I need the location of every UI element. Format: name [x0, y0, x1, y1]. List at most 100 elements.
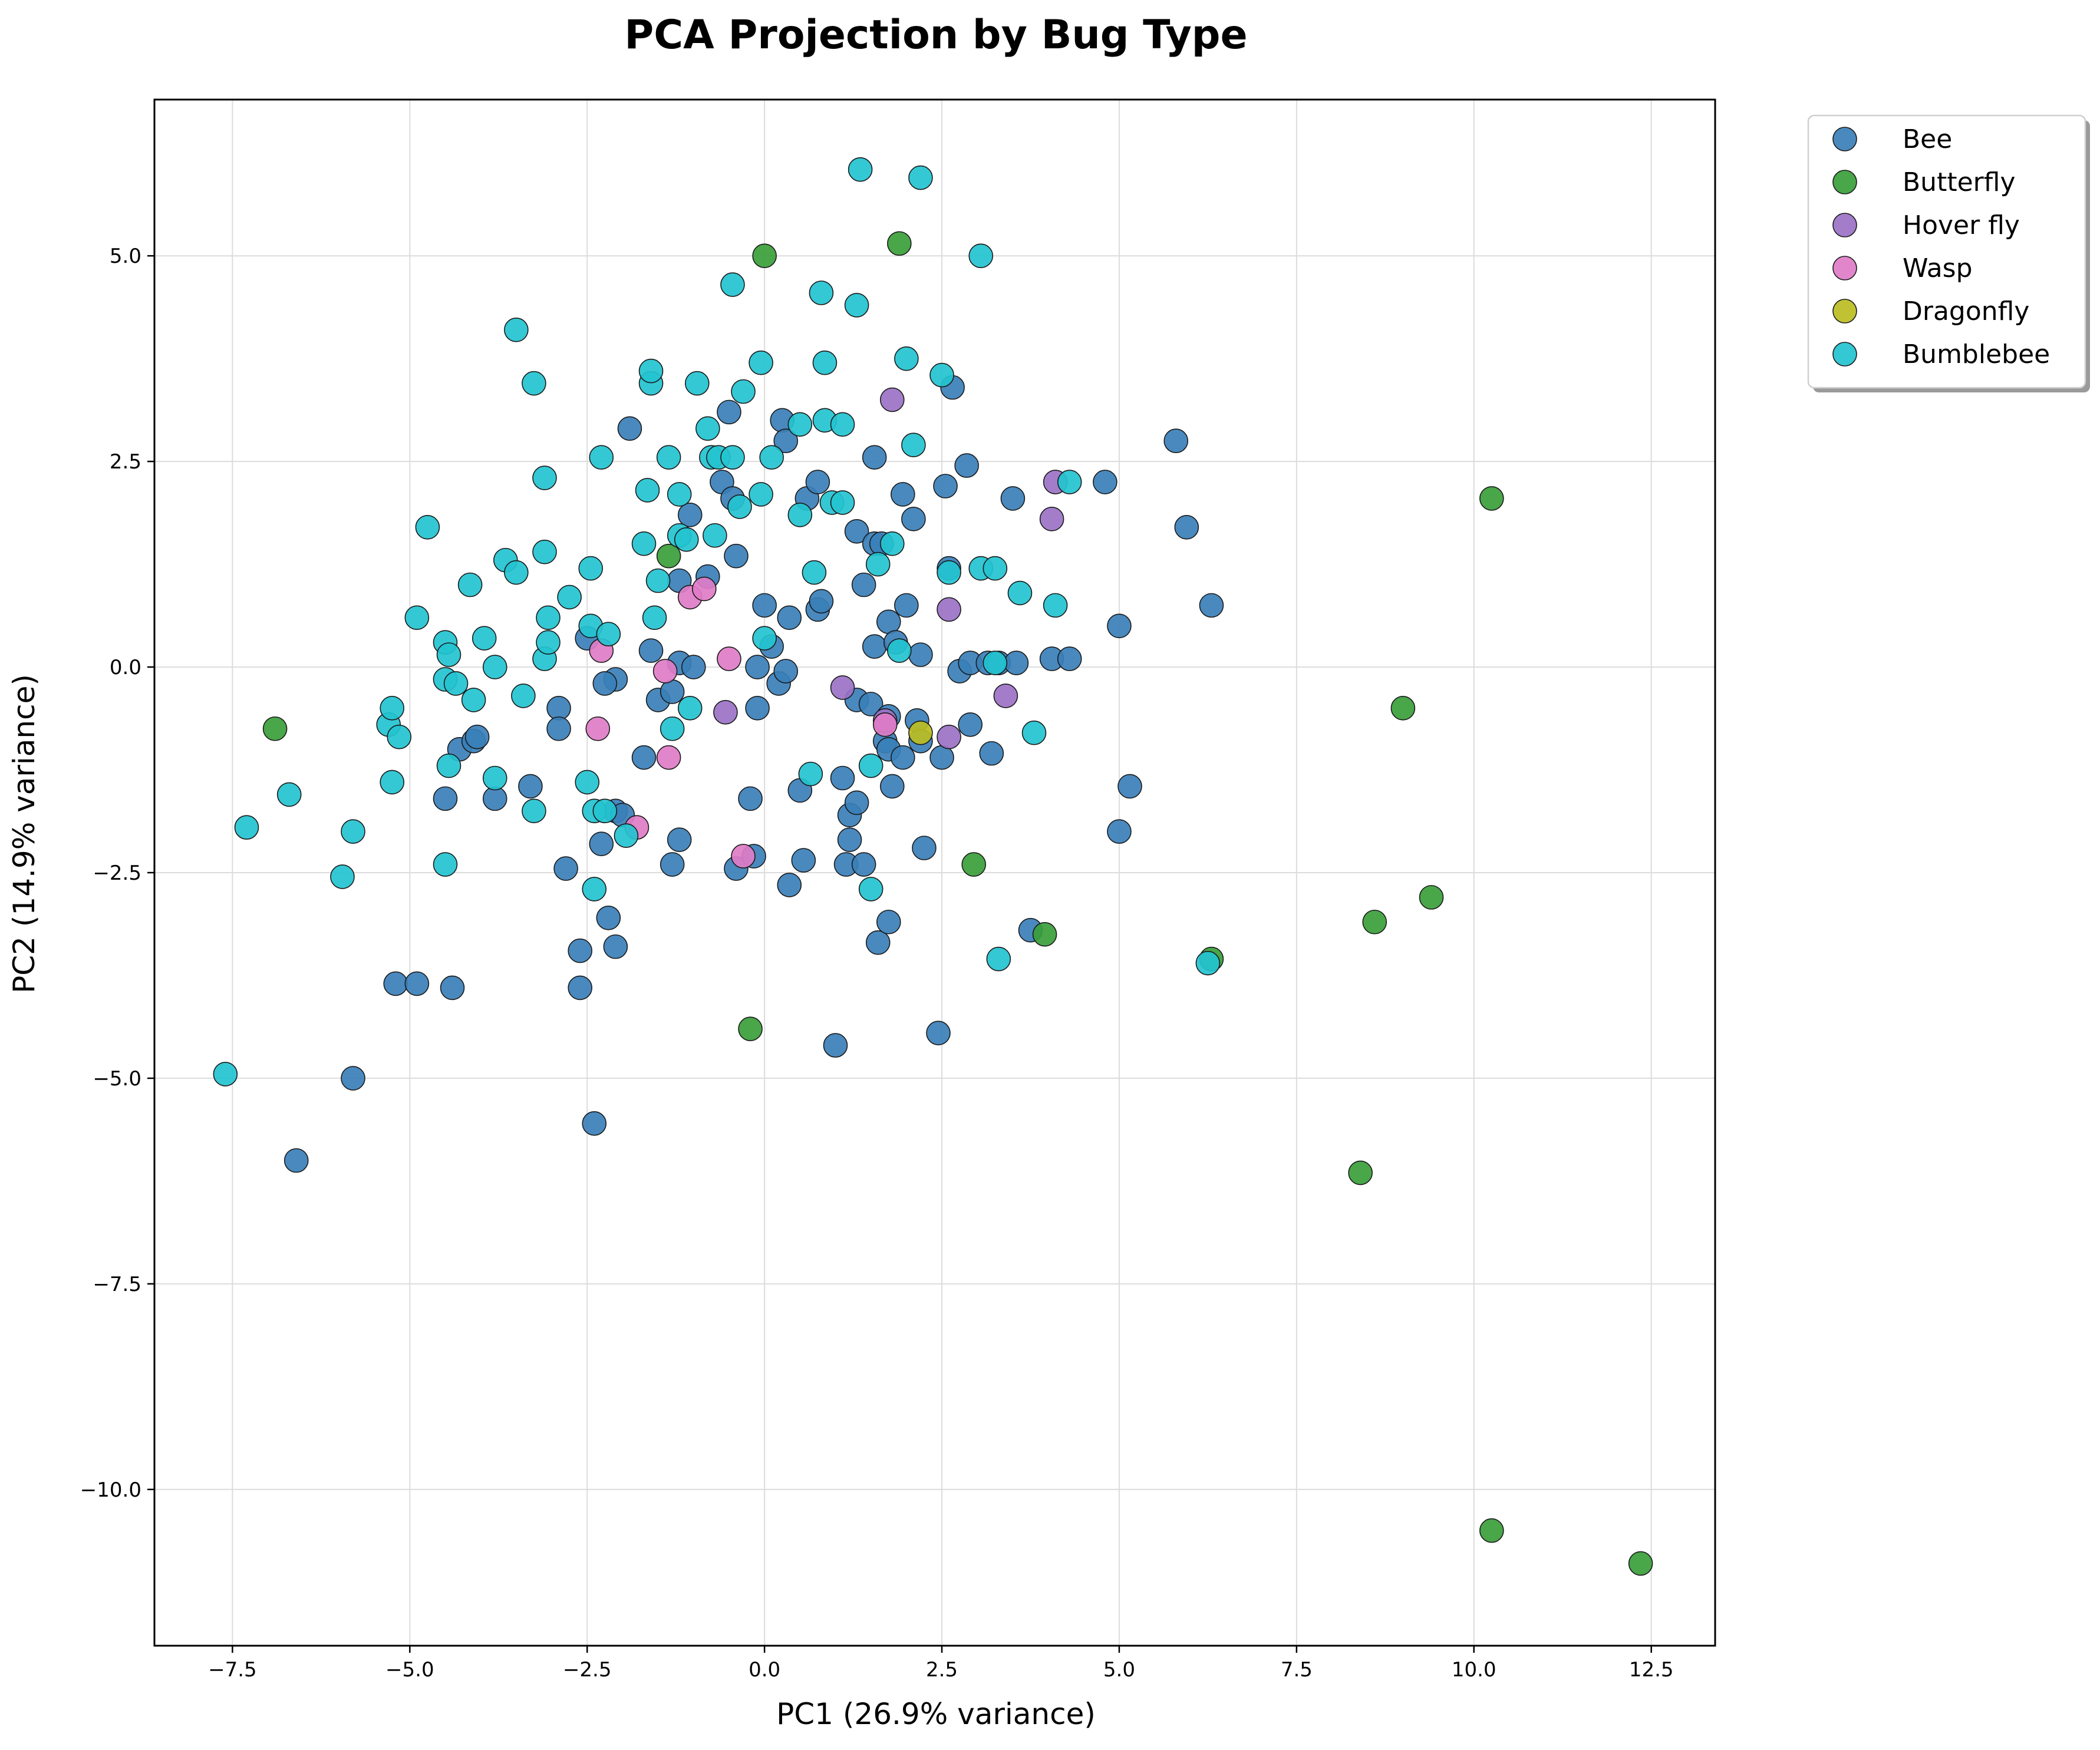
bumblebee-point	[983, 556, 1008, 581]
wasp-point	[872, 712, 898, 737]
butterfly-point	[1419, 885, 1444, 910]
hover-fly-point	[993, 684, 1018, 708]
bee-point	[773, 659, 799, 684]
x-tick-label: 7.5	[1281, 1658, 1313, 1682]
bee-point	[464, 724, 490, 749]
legend: Bee Butterfly Hover fly Wasp Dragonfly Bumble…	[1807, 114, 2090, 392]
chart-title: PCA Projection by Bug Type	[624, 12, 1247, 58]
bumblebee-point	[1057, 470, 1082, 494]
bumblebee-point	[443, 671, 469, 696]
bee-point	[954, 453, 979, 478]
bee-point	[837, 827, 862, 852]
bumblebee-point	[879, 531, 905, 556]
legend-marker-bee	[1832, 127, 1857, 151]
bumblebee-point	[436, 753, 461, 778]
bumblebee-point	[522, 798, 546, 824]
bumblebee-point	[635, 478, 660, 503]
bumblebee-point	[703, 523, 727, 548]
bee-point	[482, 786, 507, 811]
bumblebee-point	[213, 1062, 238, 1087]
bumblebee-point	[234, 815, 259, 840]
legend-label-hover-fly: Hover fly	[1903, 210, 2020, 240]
y-tick-label: 0.0	[110, 656, 141, 679]
x-tick-label: 12.5	[1629, 1658, 1674, 1682]
bee-point	[738, 786, 763, 811]
bee-point	[553, 856, 578, 881]
legend-marker-dragonfly	[1832, 299, 1857, 323]
bee-point	[891, 745, 915, 770]
bee-point	[865, 930, 891, 955]
bumblebee-point	[1007, 580, 1033, 606]
legend-label-butterfly: Butterfly	[1903, 167, 2016, 197]
bumblebee-point	[731, 379, 756, 404]
bumblebee-point	[642, 605, 667, 630]
x-tick-label: −5.0	[385, 1658, 434, 1682]
bee-point	[912, 836, 937, 860]
legend-marker-butterfly	[1832, 170, 1857, 194]
bee-point	[1000, 486, 1026, 511]
bee-point	[1004, 651, 1029, 675]
butterfly-point	[1479, 486, 1504, 511]
bumblebee-point	[380, 696, 405, 721]
bee-point	[677, 503, 703, 527]
bumblebee-point	[894, 346, 919, 371]
bee-point	[933, 474, 958, 498]
grid-lines	[154, 100, 1715, 1646]
dragonfly-point	[908, 720, 933, 745]
bumblebee-point	[536, 605, 561, 630]
bumblebee-point	[482, 655, 507, 679]
x-tick-label: 5.0	[1103, 1658, 1135, 1682]
y-tick-label: −7.5	[93, 1273, 141, 1296]
bee-point	[876, 909, 901, 935]
bee-point	[908, 642, 933, 667]
bee-point	[773, 428, 799, 454]
wasp-point	[717, 646, 741, 671]
bee-point	[929, 745, 954, 770]
hover-fly-point	[713, 700, 738, 725]
bumblebee-point	[830, 412, 855, 437]
bee-point	[660, 852, 685, 877]
bumblebee-point	[752, 626, 777, 651]
bee-point	[901, 507, 926, 531]
butterfly-point	[656, 543, 681, 569]
bee-point	[745, 696, 770, 721]
bumblebee-point	[830, 490, 855, 515]
bee-point	[745, 655, 770, 679]
bee-point	[518, 774, 543, 799]
bumblebee-point	[341, 819, 365, 844]
bumblebee-point	[614, 823, 639, 848]
bee-point	[858, 692, 883, 716]
bee-point	[638, 638, 664, 663]
hover-fly-point	[937, 597, 961, 622]
x-tick-label: 2.5	[926, 1658, 958, 1682]
bee-point	[717, 399, 741, 425]
bee-point	[1093, 470, 1117, 494]
butterfly-point	[1479, 1518, 1504, 1543]
bee-point	[844, 519, 869, 544]
bumblebee-point	[929, 362, 954, 388]
bumblebee-point	[1021, 720, 1047, 745]
bee-point	[546, 716, 571, 741]
bumblebee-point	[482, 765, 507, 791]
x-tick-label: −7.5	[208, 1658, 257, 1682]
bee-point	[667, 827, 692, 852]
bumblebee-point	[532, 539, 557, 564]
bee-point	[433, 786, 458, 811]
bee-point	[894, 593, 919, 618]
x-tick-label: 10.0	[1452, 1658, 1496, 1682]
bumblebee-point	[858, 877, 883, 902]
bumblebee-point	[433, 852, 458, 877]
hover-fly-point	[879, 387, 905, 412]
bumblebee-point	[387, 724, 412, 749]
bumblebee-point	[592, 798, 618, 824]
bee-point	[341, 1066, 365, 1091]
bee-point	[979, 741, 1004, 766]
bumblebee-point	[457, 572, 483, 597]
butterfly-point	[1628, 1551, 1653, 1576]
bumblebee-point	[812, 350, 838, 375]
bumblebee-point	[522, 371, 546, 396]
bee-point	[568, 938, 592, 963]
bumblebee-point	[638, 358, 664, 384]
bee-point	[283, 1148, 309, 1173]
bee-point	[596, 905, 621, 930]
